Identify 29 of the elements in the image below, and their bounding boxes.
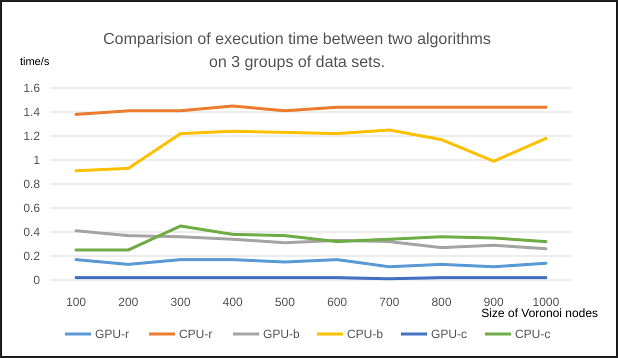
- legend-label: CPU-r: [179, 327, 212, 342]
- x-tick-label: 400: [222, 295, 244, 310]
- y-tick-label: 0.8: [23, 177, 40, 192]
- legend-label: CPU-b: [347, 327, 384, 342]
- legend-label: CPU-c: [515, 327, 550, 342]
- line-series: [74, 224, 548, 252]
- y-tick-label: 0.6: [23, 201, 40, 216]
- x-tick-label: 200: [118, 295, 139, 310]
- x-tick-label: 100: [66, 295, 86, 310]
- legend-label: GPU-r: [95, 327, 129, 342]
- legend-label: GPU-b: [263, 327, 300, 342]
- x-tick-label: 700: [379, 295, 400, 310]
- x-tick-label: 600: [327, 295, 348, 310]
- legend-label: GPU-c: [431, 327, 467, 342]
- y-axis-title: time/s: [20, 56, 50, 68]
- y-tick-label: 0: [33, 273, 40, 288]
- line-series: [74, 128, 548, 172]
- y-tick-label: 0.4: [23, 225, 40, 240]
- line-series: [74, 258, 548, 268]
- y-tick-label: 1: [33, 153, 40, 168]
- x-tick-label: 500: [274, 295, 296, 310]
- x-tick-label: 800: [431, 295, 452, 310]
- line-series: [74, 104, 548, 116]
- y-tick-label: 1.6: [23, 81, 40, 96]
- y-tick-label: 0.2: [23, 249, 40, 264]
- chart-title: Comparision of execution time between two algorithms on 3 groups of data sets.: [103, 31, 491, 71]
- x-tick-label: 300: [170, 295, 191, 310]
- y-tick-label: 1.2: [23, 129, 40, 144]
- y-tick-label: 1.4: [23, 105, 40, 120]
